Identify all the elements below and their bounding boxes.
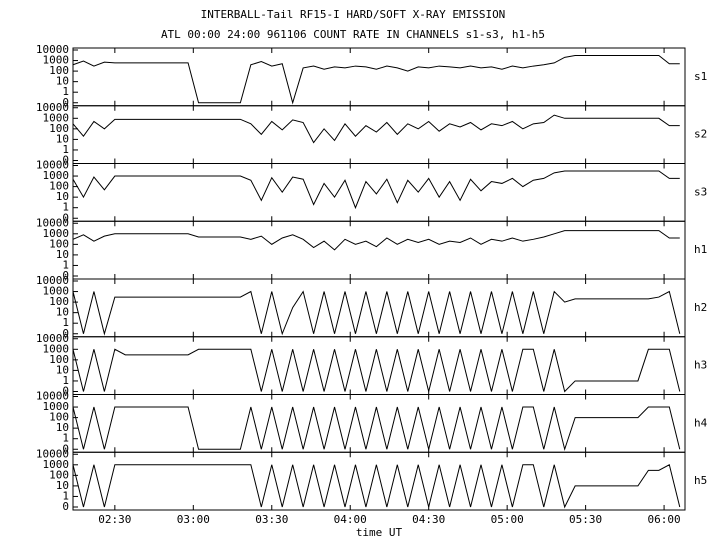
x-tick-label: 04:00 xyxy=(334,513,367,526)
y-tick-label: 1 xyxy=(62,258,69,271)
y-tick-label: 10 xyxy=(56,190,69,203)
y-tick-label: 100 xyxy=(49,411,69,424)
y-tick-label: 100 xyxy=(49,468,69,481)
x-tick-label: 05:00 xyxy=(491,513,524,526)
series-line xyxy=(72,114,680,144)
y-tick-label: 0 xyxy=(62,154,69,167)
x-axis-label: time UT xyxy=(356,526,403,539)
x-tick-label: 03:30 xyxy=(255,513,288,526)
x-tick-label: 02:30 xyxy=(98,513,131,526)
y-tick-label: 1000 xyxy=(43,54,70,67)
y-tick-label: 100 xyxy=(49,353,69,366)
y-tick-label: 10000 xyxy=(36,390,69,403)
y-tick-label: 100 xyxy=(49,64,69,77)
y-tick-label: 1000 xyxy=(43,458,70,471)
y-tick-label: 1 xyxy=(62,143,69,156)
series-line xyxy=(72,290,681,336)
x-tick-label: 06:00 xyxy=(648,513,681,526)
y-tick-label: 100 xyxy=(49,295,69,308)
x-tick-label: 04:30 xyxy=(412,513,445,526)
panel-label: h2 xyxy=(694,301,707,314)
y-tick-label: 10000 xyxy=(36,274,69,287)
panel-label: s2 xyxy=(694,128,707,141)
y-tick-label: 1 xyxy=(62,432,69,445)
y-tick-label: 1 xyxy=(62,316,69,329)
y-tick-label: 10 xyxy=(56,479,69,492)
panel-label: h3 xyxy=(694,359,707,372)
y-tick-label: 0 xyxy=(62,96,69,109)
y-tick-label: 10000 xyxy=(36,216,69,229)
y-tick-label: 1 xyxy=(62,85,69,98)
chart-title: INTERBALL-Tail RF15-I HARD/SOFT X-RAY EM… xyxy=(201,8,506,21)
y-tick-label: 100 xyxy=(49,180,69,193)
y-tick-label: 0 xyxy=(62,269,69,282)
y-tick-label: 1000 xyxy=(43,400,70,413)
y-tick-label: 1000 xyxy=(43,111,70,124)
series-line xyxy=(72,348,681,393)
series-line xyxy=(72,464,681,509)
y-tick-label: 10 xyxy=(56,421,69,434)
y-tick-label: 100 xyxy=(49,237,69,250)
y-tick-label: 10000 xyxy=(36,101,69,114)
y-tick-label: 10 xyxy=(56,306,69,319)
y-tick-label: 1 xyxy=(62,489,69,502)
y-tick-label: 100 xyxy=(49,122,69,135)
chart-subtitle: ATL 00:00 24:00 961106 COUNT RATE IN CHA… xyxy=(161,28,545,41)
panel-label: s3 xyxy=(694,185,707,198)
y-tick-label: 0 xyxy=(62,327,69,340)
x-tick-label: 03:00 xyxy=(177,513,210,526)
y-tick-label: 1 xyxy=(62,201,69,214)
series-line xyxy=(72,170,680,210)
panel-frame xyxy=(72,451,686,511)
series-line xyxy=(72,230,680,251)
y-tick-label: 10 xyxy=(56,363,69,376)
series-line xyxy=(72,406,681,452)
y-tick-label: 10 xyxy=(56,75,69,88)
y-tick-label: 0 xyxy=(62,385,69,398)
y-tick-label: 10000 xyxy=(36,43,69,56)
y-tick-label: 1000 xyxy=(43,342,70,355)
y-tick-label: 10000 xyxy=(36,159,69,172)
panel-label: h5 xyxy=(694,474,707,487)
y-tick-label: 0 xyxy=(62,442,69,455)
panel-label: h1 xyxy=(694,243,707,256)
x-tick-label: 05:30 xyxy=(569,513,602,526)
y-tick-label: 1000 xyxy=(43,169,70,182)
panel-label: s1 xyxy=(694,70,707,83)
series-line xyxy=(72,55,680,105)
y-tick-label: 10000 xyxy=(36,447,69,460)
y-tick-label: 1 xyxy=(62,374,69,387)
y-tick-label: 0 xyxy=(62,211,69,224)
y-tick-label: 10000 xyxy=(36,332,69,345)
y-tick-label: 1000 xyxy=(43,285,70,298)
y-tick-label: 10 xyxy=(56,132,69,145)
y-tick-label: 10 xyxy=(56,248,69,261)
y-tick-label: 1000 xyxy=(43,227,70,240)
y-tick-label: 0 xyxy=(62,500,69,513)
panel-label: h4 xyxy=(694,416,708,429)
